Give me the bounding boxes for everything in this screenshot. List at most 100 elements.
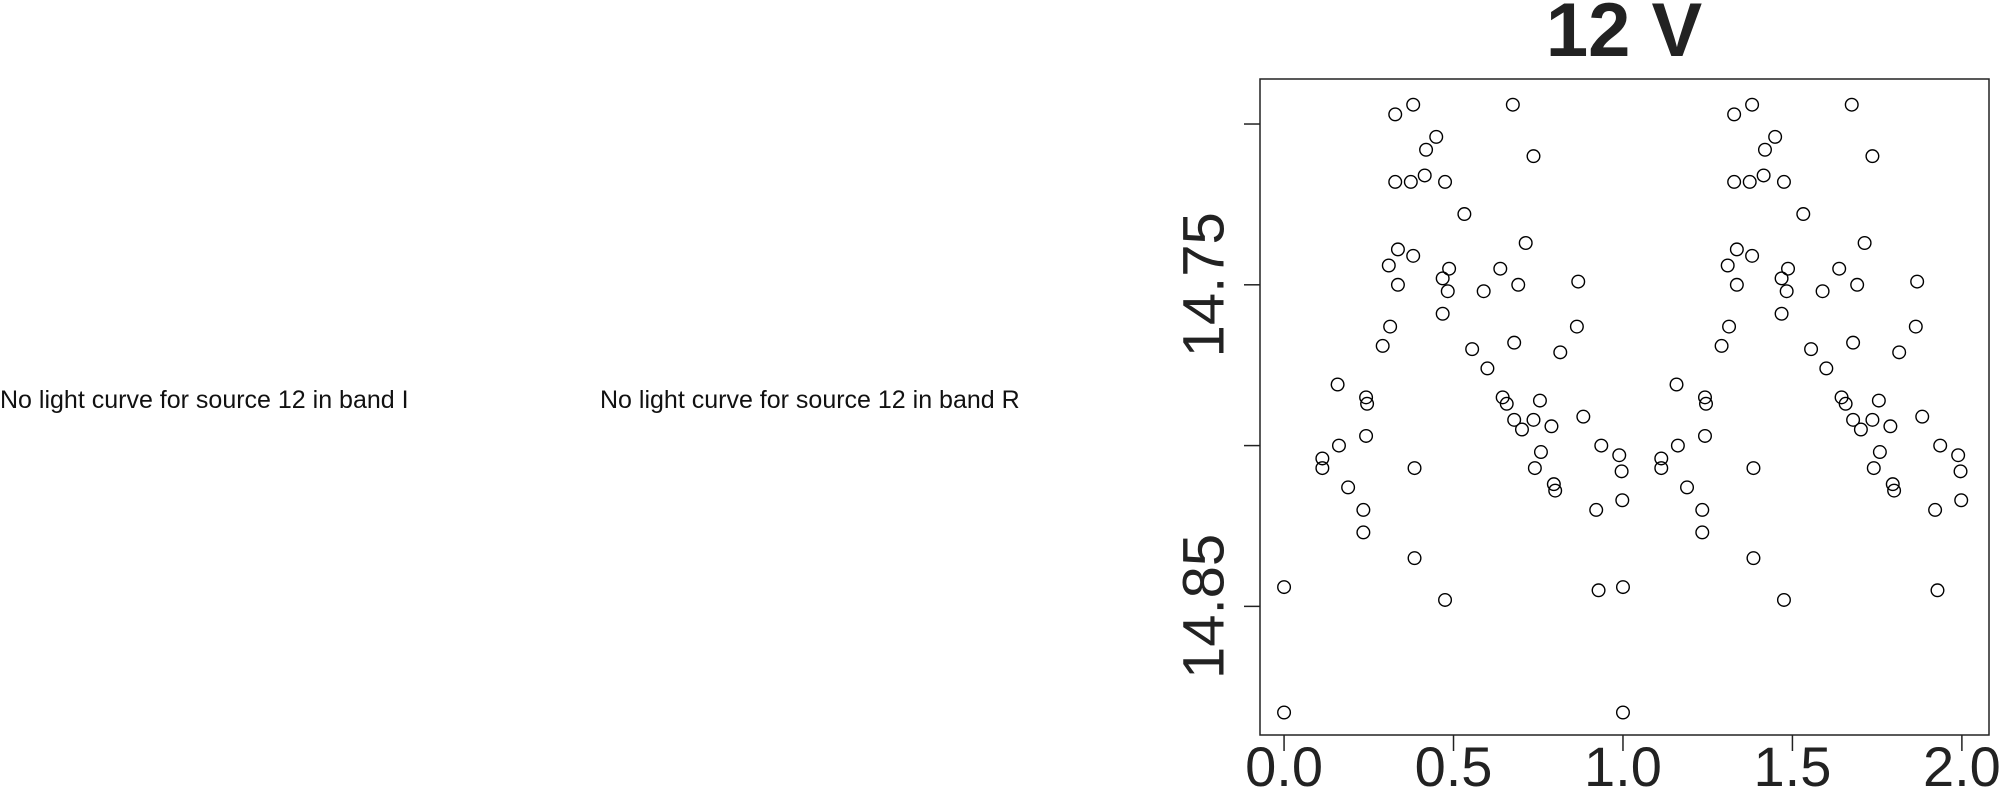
x-tick-label: 0.5	[1415, 735, 1493, 797]
point	[1440, 284, 1455, 299]
point	[1526, 412, 1541, 427]
point	[1768, 129, 1783, 144]
point	[1844, 97, 1859, 112]
point	[1331, 438, 1346, 453]
point	[1727, 107, 1742, 122]
point	[1576, 409, 1591, 424]
point	[1527, 461, 1542, 476]
point	[1951, 448, 1966, 463]
point	[1757, 142, 1772, 157]
point	[1832, 261, 1847, 276]
point	[1614, 464, 1629, 479]
point	[1518, 235, 1533, 250]
point	[1532, 393, 1547, 408]
point	[1872, 445, 1887, 460]
point	[1714, 338, 1729, 353]
point	[1514, 422, 1529, 437]
point	[1866, 461, 1881, 476]
point	[1429, 129, 1444, 144]
x-tick-label: 0.0	[1245, 735, 1323, 797]
point	[1553, 345, 1568, 360]
point	[1720, 258, 1735, 273]
point	[1359, 390, 1374, 405]
point	[1390, 242, 1405, 257]
point	[1435, 306, 1450, 321]
point	[1375, 338, 1390, 353]
point	[1615, 705, 1630, 720]
point	[1781, 261, 1796, 276]
point	[1933, 438, 1948, 453]
point	[1612, 448, 1627, 463]
point	[1883, 419, 1898, 434]
point	[1356, 525, 1371, 540]
point	[1892, 345, 1907, 360]
point	[1871, 393, 1886, 408]
point	[1729, 277, 1744, 292]
point	[1476, 284, 1491, 299]
point	[1457, 207, 1472, 222]
point	[1544, 419, 1559, 434]
plot-frame	[1259, 78, 1990, 736]
point	[1776, 592, 1791, 607]
point	[1505, 97, 1520, 112]
point	[1727, 174, 1742, 189]
point	[1745, 248, 1760, 263]
point	[1697, 390, 1712, 405]
point	[1746, 551, 1761, 566]
point	[1776, 174, 1791, 189]
point	[1419, 142, 1434, 157]
point	[1615, 580, 1630, 595]
point	[1594, 438, 1609, 453]
point	[1315, 451, 1330, 466]
point	[1846, 412, 1861, 427]
point	[1438, 174, 1453, 189]
point	[1887, 483, 1902, 498]
message: No light curve for source 12 in band I	[0, 386, 409, 414]
point	[1669, 377, 1684, 392]
point	[1615, 493, 1630, 508]
point	[1745, 97, 1760, 112]
point	[1359, 428, 1374, 443]
point	[1930, 583, 1945, 598]
point	[1774, 271, 1789, 286]
point	[1388, 174, 1403, 189]
point	[1383, 319, 1398, 334]
point	[1796, 207, 1811, 222]
point	[1865, 149, 1880, 164]
point	[1406, 248, 1421, 263]
point	[1695, 502, 1710, 517]
point	[1526, 149, 1541, 164]
point	[1746, 461, 1761, 476]
point	[1435, 271, 1450, 286]
message: No light curve for source 12 in band R	[600, 386, 1020, 414]
point	[1341, 480, 1356, 495]
point	[1742, 174, 1757, 189]
point	[1756, 168, 1771, 183]
point	[1885, 477, 1900, 492]
point	[1360, 396, 1375, 411]
point	[1697, 428, 1712, 443]
point	[1417, 168, 1432, 183]
point	[1442, 261, 1457, 276]
point	[1850, 277, 1865, 292]
point	[1680, 480, 1695, 495]
point	[1804, 342, 1819, 357]
point	[1330, 377, 1345, 392]
point	[1722, 319, 1737, 334]
point	[1654, 451, 1669, 466]
y-tick-label: 14.85	[1171, 534, 1236, 679]
point	[1819, 361, 1834, 376]
point	[1953, 464, 1968, 479]
point	[1356, 502, 1371, 517]
point	[1403, 174, 1418, 189]
point	[1589, 502, 1604, 517]
point	[1838, 396, 1853, 411]
point	[1315, 461, 1330, 476]
point	[1438, 592, 1453, 607]
point	[1493, 261, 1508, 276]
point	[1695, 525, 1710, 540]
x-tick-label: 2.0	[1923, 735, 2001, 797]
point	[1857, 235, 1872, 250]
